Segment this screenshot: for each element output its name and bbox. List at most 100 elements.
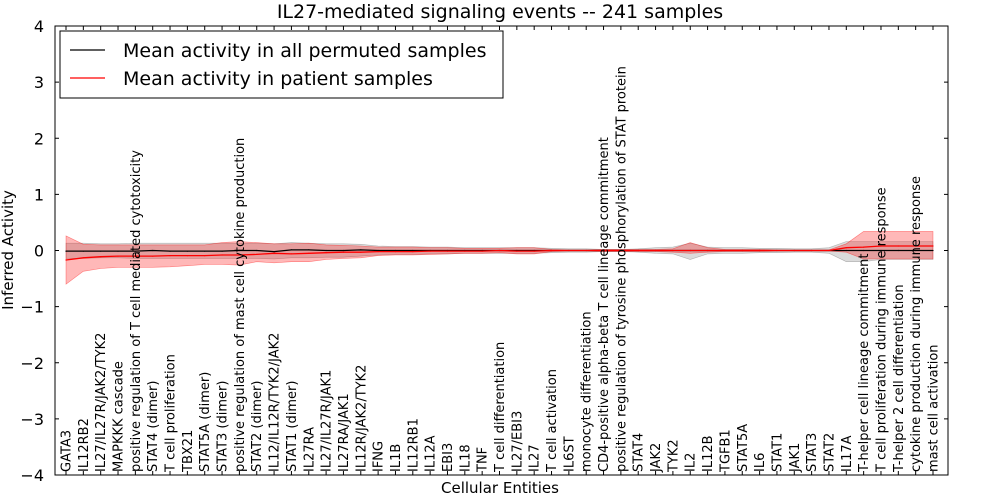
x-tick-label: mast cell activation xyxy=(927,344,942,472)
band-patient xyxy=(65,231,934,285)
x-tick-label: STAT2 (dimer) xyxy=(250,381,265,472)
point-permuted xyxy=(117,250,119,252)
point-permuted xyxy=(342,249,344,252)
point-patient xyxy=(672,249,674,252)
x-tick-label: IL1B xyxy=(389,444,404,472)
x-tick-label: STAT1 xyxy=(770,433,785,472)
point-patient xyxy=(152,255,154,257)
point-permuted xyxy=(308,249,310,251)
point-patient xyxy=(932,245,934,247)
point-patient xyxy=(533,250,535,252)
x-tick-label: T-helper 2 cell differentiation xyxy=(892,284,907,473)
y-tick-label: 1 xyxy=(34,185,44,204)
x-tick-label: CD4-positive alpha-beta T cell lineage c… xyxy=(597,137,612,472)
point-permuted xyxy=(134,250,136,252)
x-tick-label: T cell differentiation xyxy=(493,342,508,473)
point-patient xyxy=(360,251,362,253)
point-patient xyxy=(550,249,553,252)
x-tick-label: IL12R/JAK2/TYK2 xyxy=(354,365,369,472)
point-patient xyxy=(828,249,830,252)
x-tick-label: IL12RB2 xyxy=(77,418,92,472)
x-tick-label: IL12A xyxy=(424,435,439,472)
y-tick-label: −3 xyxy=(20,410,44,429)
x-tick-label: IL6 xyxy=(753,453,768,472)
point-patient xyxy=(863,246,865,248)
point-patient xyxy=(689,249,691,252)
point-patient xyxy=(498,249,501,252)
x-tick-label: T-helper cell lineage commitment xyxy=(857,254,872,473)
point-patient xyxy=(776,249,778,252)
x-tick-label: IL12/IL12R/TYK2/JAK2 xyxy=(268,333,283,472)
point-permuted xyxy=(100,250,102,252)
series-lines xyxy=(65,245,934,261)
point-permuted xyxy=(325,249,327,252)
point-patient xyxy=(256,253,258,255)
x-tick-label: JAK1 xyxy=(788,443,803,473)
y-axis-label: Inferred Activity xyxy=(0,190,17,310)
point-patient xyxy=(238,254,240,256)
point-patient xyxy=(221,254,223,256)
y-tick-label: −4 xyxy=(20,466,44,485)
point-patient xyxy=(186,255,188,257)
point-permuted xyxy=(186,250,188,252)
point-permuted xyxy=(394,249,397,252)
point-patient xyxy=(880,245,882,247)
point-permuted xyxy=(82,250,84,252)
y-axis: −4 −3 −2 −1 0 1 2 3 4 xyxy=(20,17,948,485)
point-patient xyxy=(516,250,518,252)
x-tick-label: IFNG xyxy=(372,441,387,472)
point-patient xyxy=(204,255,206,257)
point-permuted xyxy=(377,249,379,252)
point-patient xyxy=(481,250,483,252)
point-permuted xyxy=(204,250,206,252)
point-patient xyxy=(897,245,899,247)
x-tick-label: IL2 xyxy=(684,453,699,472)
x-tick-label: STAT3 xyxy=(805,433,820,472)
point-patient xyxy=(290,253,292,255)
chart-title: IL27-mediated signaling events -- 241 sa… xyxy=(277,1,723,23)
point-patient xyxy=(793,249,795,252)
x-tick-label: TYK2 xyxy=(666,439,681,473)
legend-box xyxy=(59,30,504,99)
y-tick-label: 0 xyxy=(34,242,44,261)
x-tick-label: STAT4 (dimer) xyxy=(146,381,161,472)
point-patient xyxy=(845,247,847,249)
point-patient xyxy=(741,249,743,252)
x-tick-label: IL17A xyxy=(840,435,855,472)
x-tick-label: GATA3 xyxy=(60,430,75,472)
x-tick-label: MAPKKK cascade xyxy=(112,361,127,472)
point-patient xyxy=(134,255,136,257)
x-axis-label: Cellular Entities xyxy=(441,479,559,497)
point-patient xyxy=(308,252,310,254)
point-patient xyxy=(446,250,449,252)
x-tick-label: JAK2 xyxy=(649,443,664,473)
point-patient xyxy=(602,249,605,252)
point-patient xyxy=(915,245,917,247)
x-tick-label: cytokine production during immune respon… xyxy=(909,176,924,472)
point-permuted xyxy=(221,250,223,252)
point-patient xyxy=(325,252,327,254)
point-permuted xyxy=(880,249,882,252)
point-permuted xyxy=(412,249,414,252)
x-tick-label: positive regulation of tyrosine phosphor… xyxy=(614,66,629,472)
point-patient xyxy=(568,249,570,252)
x-tick-label: IL27RA xyxy=(302,427,317,472)
point-permuted xyxy=(360,249,362,251)
point-patient xyxy=(724,249,726,252)
point-patient xyxy=(811,249,813,252)
confidence-bands xyxy=(65,231,934,285)
band-permuted xyxy=(65,241,934,262)
x-tick-label: STAT3 (dimer) xyxy=(216,381,231,472)
point-patient xyxy=(100,256,102,258)
x-tick-label: IL27 xyxy=(528,444,543,472)
point-patient xyxy=(377,251,379,253)
x-tick-label: STAT2 xyxy=(823,433,838,472)
point-permuted xyxy=(65,250,67,252)
x-tick-label: IL6ST xyxy=(562,436,577,472)
x-tick-label: IL18 xyxy=(458,444,473,472)
point-patient xyxy=(82,257,84,259)
point-patient xyxy=(394,251,397,253)
point-patient xyxy=(637,249,639,252)
y-tick-label: 4 xyxy=(34,17,44,36)
legend-label-patient: Mean activity in patient samples xyxy=(123,68,433,90)
